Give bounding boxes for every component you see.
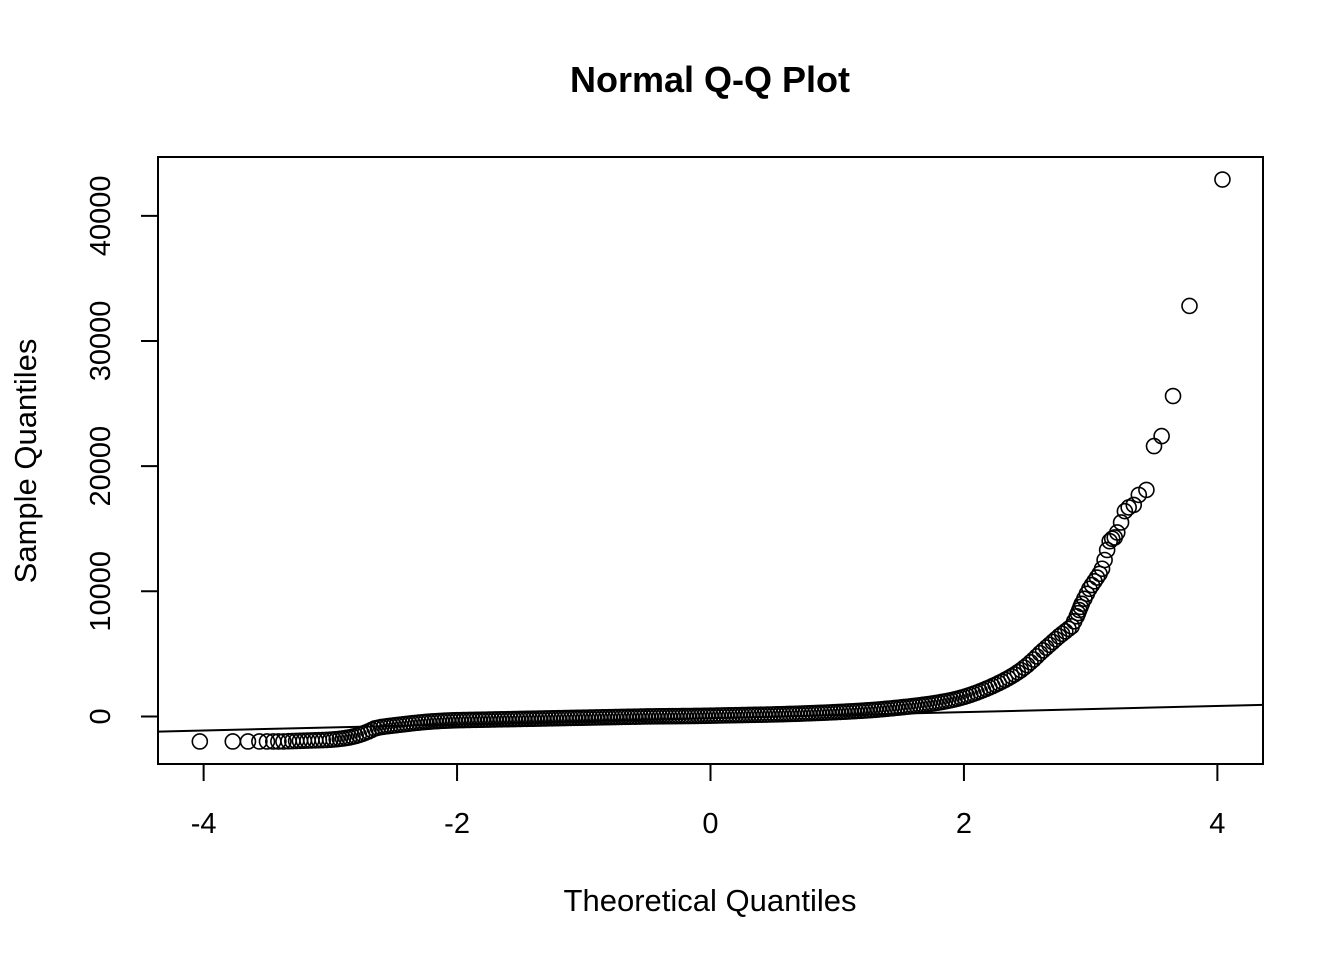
x-tick-label: 0 bbox=[702, 808, 718, 840]
data-point bbox=[1138, 481, 1155, 499]
y-tick-label: 10000 bbox=[85, 551, 117, 632]
data-point bbox=[1145, 437, 1163, 455]
data-point bbox=[1112, 514, 1130, 531]
data-point bbox=[275, 733, 292, 750]
y-tick-label: 0 bbox=[85, 708, 117, 724]
data-point bbox=[1214, 171, 1231, 188]
data-point bbox=[1093, 560, 1111, 578]
data-point bbox=[1034, 642, 1052, 659]
data-point bbox=[1108, 524, 1126, 541]
data-point bbox=[1041, 636, 1058, 654]
x-tick-label: 4 bbox=[1209, 808, 1225, 840]
data-point bbox=[1015, 659, 1033, 676]
data-points bbox=[191, 171, 1231, 750]
y-axis-label: Sample Quantiles bbox=[8, 339, 43, 584]
data-point bbox=[1028, 648, 1046, 665]
x-tick-label: 2 bbox=[956, 808, 972, 840]
y-tick-label: 30000 bbox=[85, 301, 117, 382]
data-point bbox=[270, 733, 287, 750]
data-point bbox=[1125, 496, 1143, 514]
data-point bbox=[1164, 387, 1182, 405]
data-point bbox=[1019, 656, 1036, 674]
data-point bbox=[1116, 502, 1134, 520]
y-axis: 0 10000 20000 30000 40000 bbox=[85, 175, 159, 725]
data-point bbox=[1022, 654, 1039, 671]
x-axis: -4 -2 0 2 4 bbox=[191, 763, 1225, 840]
chart-title: Normal Q-Q Plot bbox=[570, 59, 850, 100]
data-point bbox=[251, 733, 268, 750]
x-tick-label: -2 bbox=[444, 808, 470, 840]
x-axis-label: Theoretical Quantiles bbox=[564, 883, 857, 918]
y-tick-label: 20000 bbox=[85, 426, 117, 507]
data-point bbox=[1098, 541, 1116, 559]
data-point bbox=[1088, 569, 1106, 586]
data-point bbox=[1044, 633, 1061, 651]
data-point bbox=[191, 733, 209, 750]
data-point bbox=[1038, 639, 1055, 656]
data-point bbox=[224, 733, 242, 750]
data-point bbox=[239, 733, 257, 750]
data-point bbox=[1096, 551, 1113, 569]
data-point bbox=[258, 733, 276, 750]
data-point bbox=[1031, 644, 1049, 662]
data-point bbox=[1181, 297, 1198, 315]
data-point bbox=[1025, 651, 1042, 668]
data-point bbox=[1153, 427, 1170, 445]
y-tick-label: 40000 bbox=[85, 175, 117, 256]
x-tick-label: -4 bbox=[191, 808, 217, 840]
plot-frame bbox=[157, 156, 1264, 765]
